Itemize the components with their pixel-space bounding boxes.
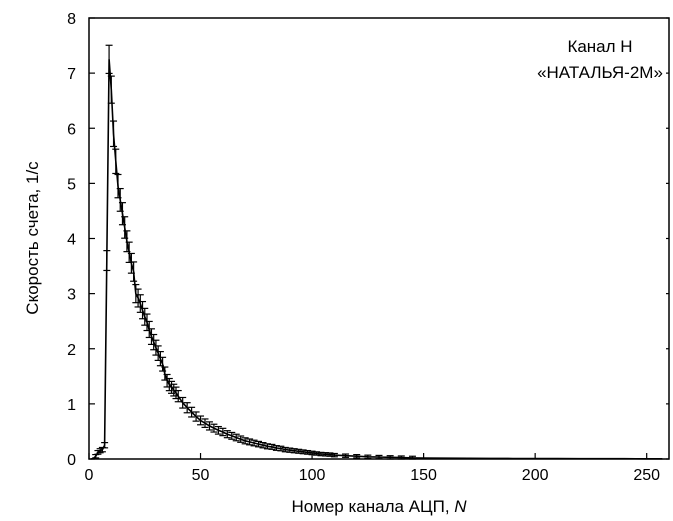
y-tick-label: 6 [67,121,76,138]
x-axis-ticks: 0 50 100 150 200 250 [85,453,660,484]
x-axis-title-var: N [454,497,467,516]
y-tick-label: 1 [67,397,76,414]
annotation-instrument: «НАТАЛЬЯ-2М» [537,63,663,82]
y-tick-label: 3 [67,287,76,304]
y-axis-title: Скорость счета, 1/с [23,161,42,315]
y-tick-label: 7 [67,66,76,83]
x-tick-label: 250 [633,467,660,484]
x-axis-title: Номер канала АЦП, N [291,497,467,516]
y-tick-label: 4 [67,232,76,249]
x-tick-label: 50 [192,467,210,484]
error-bars [92,44,416,460]
x-tick-label: 100 [299,467,326,484]
annotation-channel: Канал H [567,37,632,56]
x-tick-label: 200 [522,467,549,484]
x-tick-label: 150 [410,467,437,484]
x-axis-title-text: Номер канала АЦП, [291,497,454,516]
y-tick-label: 0 [67,452,76,469]
x-tick-label: 0 [85,467,94,484]
y-tick-label: 5 [67,176,76,193]
y-tick-label: 2 [67,342,76,359]
y-tick-label: 8 [67,11,76,28]
y-axis-ticks: 0 1 2 3 4 5 6 7 8 [67,11,669,469]
series-line [90,59,663,460]
